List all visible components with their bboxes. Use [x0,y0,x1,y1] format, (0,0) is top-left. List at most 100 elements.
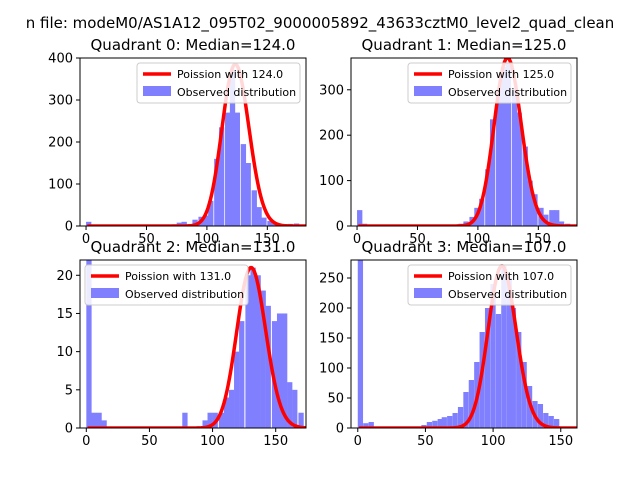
histogram-bar [245,163,251,226]
legend: Poission with 131.0 Observed distribution [84,264,249,306]
x-tick-label: 50 [417,434,434,449]
histogram-bar [223,397,230,428]
histogram-bar [543,413,549,428]
legend-label: Poission with 131.0 [125,270,231,283]
legend-label: Observed distribution [448,288,567,301]
axes-frame [350,259,578,429]
y-tick-label: 20 [56,269,73,284]
panel-3: Quadrant 3: Median=107.0 0 50 100 150 0 50 100 1… [319,238,578,449]
legend-box [136,62,301,104]
x-tick-label: 150 [526,232,551,247]
histogram-bar [86,221,92,226]
histogram-bar [181,221,187,226]
y-tick-label: 200 [319,302,344,317]
poisson-fit-line [357,58,577,226]
x-tick-label: 50 [141,434,158,449]
x-tick-label: 50 [409,232,426,247]
plot-area [357,58,577,226]
histogram-bar [96,412,102,428]
legend: Poission with 125.0 Observed distribution [407,62,572,104]
legend: Poission with 107.0 Observed distribution [407,264,572,306]
y-tick-label: 150 [319,332,344,347]
x-tick-label: 150 [255,232,280,247]
panel-title: Quadrant 2: Median=131.0 [91,238,296,256]
histogram-bar [463,392,469,428]
histogram-bar [218,412,225,428]
histogram-bar [192,219,198,226]
histogram-bar [91,412,97,428]
histogram-bar [447,416,453,428]
x-tick-label: 50 [138,232,155,247]
histogram-bar [240,144,247,226]
x-tick-label: 0 [354,434,362,449]
histogram-bar [500,67,507,226]
panel-1: Quadrant 1: Median=125.0 0 50 100 150 0 100 200… [319,36,578,247]
histogram-bar [265,305,271,428]
legend-box [407,62,572,104]
poisson-fit-line [358,264,577,428]
x-tick-label: 100 [194,232,219,247]
histogram-bar [86,260,92,428]
histogram-bar [234,351,240,428]
histogram-bar [282,313,288,428]
legend-label: Observed distribution [177,86,296,99]
histogram-bar [537,404,544,428]
histogram-bar [532,194,538,226]
legend-label: Observed distribution [125,288,244,301]
legend: Poission with 124.0 Observed distribution [136,62,301,104]
histogram-bar [245,275,251,428]
panel-title: Quadrant 3: Median=107.0 [362,238,567,256]
figure-suptitle: n file: modeM0/AS1A12_095T02_9000005892_… [26,14,615,33]
histogram-bar [554,210,560,226]
histogram-bar [522,146,528,226]
y-tick-label: 0 [65,220,73,235]
x-tick-label: 150 [548,434,573,449]
y-tick-label: 5 [65,383,73,398]
axes-frame [79,259,307,429]
histogram-bar [548,416,554,428]
poisson-fit-line [86,62,306,226]
axes-frame [350,57,578,227]
histogram-bar [437,419,443,428]
histogram-bar [510,308,516,428]
legend-hist-swatch [143,86,171,96]
x-tick-label: 100 [200,434,225,449]
x-tick-label: 0 [82,232,90,247]
histogram-bar [452,413,458,428]
histogram-bar [457,407,464,428]
y-tick-label: 100 [319,174,344,189]
panel-title: Quadrant 0: Median=124.0 [91,36,296,54]
y-tick-label: 10 [56,345,73,360]
y-tick-label: 50 [327,392,344,407]
histogram-bar [229,69,236,226]
histogram-bar [203,215,209,226]
y-tick-label: 200 [48,136,73,151]
histogram-bar [228,389,235,428]
histogram-bar [553,419,560,428]
histogram-bar [368,422,374,428]
histogram-bar [214,158,220,226]
histogram-bar [182,412,188,428]
histogram-bar [516,332,522,428]
x-tick-label: 100 [465,232,490,247]
y-tick-label: 100 [48,178,73,193]
histogram-bar [511,89,518,226]
y-tick-label: 15 [56,307,73,322]
histogram-bar [218,127,225,226]
histogram-bar [101,420,107,428]
histogram-bar [357,260,364,428]
histogram-bar [287,382,293,428]
legend-hist-swatch [414,288,442,298]
y-tick-label: 0 [65,422,73,437]
histogram-bar [276,313,283,428]
histogram-bar [496,89,502,226]
histogram-bar [357,210,363,226]
histogram-bar [484,308,491,428]
x-tick-label: 0 [82,434,90,449]
histogram-bar [490,284,496,428]
histogram-bar [549,210,555,226]
histogram-bar [441,417,447,428]
histogram-bar [363,423,369,428]
